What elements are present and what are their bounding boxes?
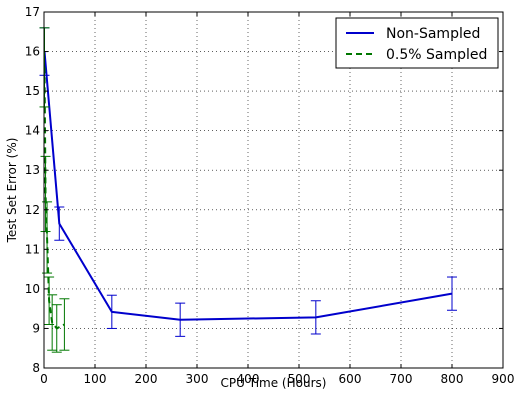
y-tick-label: 8 — [32, 361, 40, 375]
x-tick-label: 800 — [441, 372, 464, 386]
y-tick-label: 12 — [25, 203, 40, 217]
axis-ticks: 0 100 200 300 400 500 600 700 800 900 8 9 10 11 12 13 14… — [25, 5, 515, 386]
x-tick-label: 100 — [84, 372, 107, 386]
y-tick-label: 13 — [25, 163, 40, 177]
x-tick-label: 300 — [186, 372, 209, 386]
x-axis-label: CPU Time (Hours) — [221, 376, 327, 390]
y-tick-label: 10 — [25, 282, 40, 296]
x-tick-label: 700 — [390, 372, 413, 386]
x-tick-label: 900 — [492, 372, 515, 386]
y-tick-label: 14 — [25, 124, 40, 138]
y-tick-label: 9 — [32, 321, 40, 335]
legend-label-sampled: 0.5% Sampled — [386, 47, 487, 63]
legend-box — [335, 17, 499, 69]
x-tick-label: 500 — [288, 372, 311, 386]
series-line-0 — [43, 51, 453, 321]
plot-frame — [43, 11, 504, 369]
y-axis-label: Test Set Error (%) — [5, 138, 19, 244]
series-layer — [39, 27, 457, 353]
y-tick-label: 16 — [25, 45, 40, 59]
x-tick-label: 600 — [339, 372, 362, 386]
legend: Non-Sampled 0.5% Sampled — [335, 17, 499, 69]
x-tick-label: 200 — [135, 372, 158, 386]
y-tick-label: 15 — [25, 84, 40, 98]
x-tick-label: 400 — [237, 372, 260, 386]
x-tick-label: 0 — [40, 372, 48, 386]
y-tick-label: 11 — [25, 242, 40, 256]
y-tick-label: 17 — [25, 5, 40, 19]
legend-label-non-sampled: Non-Sampled — [386, 26, 480, 42]
